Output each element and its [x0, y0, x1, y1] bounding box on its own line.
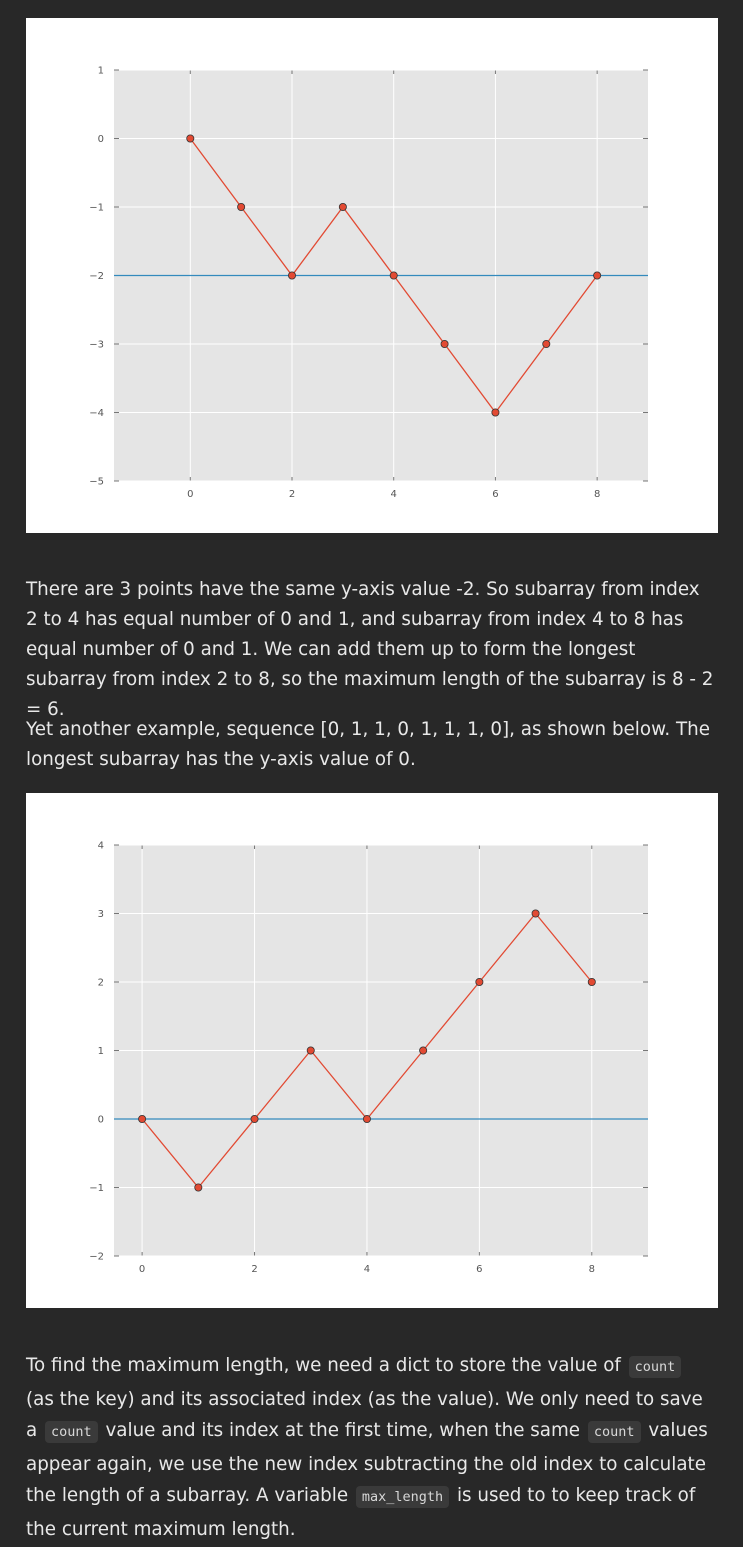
chart-2: 0 2 4 6 8 4 3 2 1 0 −1 −2	[26, 793, 718, 1308]
data-point	[389, 271, 398, 280]
y-tick-label: −5	[89, 477, 104, 488]
data-point	[419, 1046, 428, 1055]
data-point	[237, 202, 246, 211]
y-tick-label: 0	[98, 1115, 104, 1126]
chart-2-plot: 0 2 4 6 8 4 3 2 1 0 −1 −2	[89, 841, 648, 1275]
x-tick-label: 6	[492, 489, 498, 500]
y-tick-label: 1	[98, 66, 104, 77]
data-point	[491, 408, 500, 417]
para3-text-d: values appear again, we use the new inde…	[26, 1420, 708, 1506]
data-point	[475, 977, 484, 986]
paragraph-equal-subarray-explanation: There are 3 points have the same y-axis …	[26, 579, 714, 720]
y-tick-label: −2	[89, 1252, 104, 1263]
data-point	[542, 339, 551, 348]
paragraph-another-example: Yet another example, sequence [0, 1, 1, …	[26, 719, 710, 770]
chart-1: 0 2 4 6 8 1 0 −1 −2 −3 −4 −5	[26, 18, 718, 533]
chart-1-plot: 0 2 4 6 810−1−2−3−4−5	[89, 66, 648, 500]
y-tick-label: 0	[98, 134, 104, 145]
data-point	[338, 202, 347, 211]
data-point	[440, 339, 449, 348]
y-tick-label: −1	[89, 1183, 104, 1194]
paragraph-algorithm-explanation: To find the maximum length, we need a di…	[26, 1350, 716, 1545]
x-tick-label: 4	[391, 489, 397, 500]
y-tick-label: −2	[89, 271, 104, 282]
x-tick-label: 0	[187, 489, 193, 500]
y-tick-label: 4	[98, 841, 104, 852]
x-tick-label: 0	[139, 1264, 145, 1275]
code-count-3: count	[587, 1421, 641, 1443]
para3-text-a: To find the maximum length, we need a di…	[26, 1355, 627, 1376]
code-count-2: count	[45, 1421, 98, 1443]
para3-text-e: is used to to keep track of the current …	[26, 1485, 696, 1540]
data-point	[287, 271, 296, 280]
data-point	[531, 909, 540, 918]
data-point	[362, 1114, 371, 1123]
y-tick-label: 2	[98, 978, 104, 989]
code-max-length: max_length	[355, 1486, 450, 1508]
y-tick-label: −1	[89, 203, 104, 214]
x-tick-label: 8	[589, 1264, 595, 1275]
data-point	[138, 1114, 147, 1123]
y-tick-label: −3	[89, 340, 104, 351]
data-point	[306, 1046, 315, 1055]
x-tick-label: 8	[594, 489, 600, 500]
data-point	[186, 134, 195, 143]
code-count-1: count	[628, 1356, 682, 1378]
data-point	[587, 977, 596, 986]
para3-text-b: (as the key) and its associated index (a…	[26, 1388, 703, 1442]
data-point	[194, 1183, 203, 1192]
para3-text-c: value and its index at the first time, w…	[99, 1420, 586, 1441]
x-tick-label: 4	[364, 1264, 370, 1275]
data-point	[250, 1114, 259, 1123]
x-tick-label: 2	[251, 1264, 257, 1275]
data-point	[593, 271, 602, 280]
x-tick-label: 6	[476, 1264, 482, 1275]
x-tick-label: 2	[289, 489, 295, 500]
y-tick-label: 1	[98, 1046, 104, 1057]
y-tick-label: 3	[98, 909, 104, 920]
y-tick-label: −4	[89, 408, 104, 419]
